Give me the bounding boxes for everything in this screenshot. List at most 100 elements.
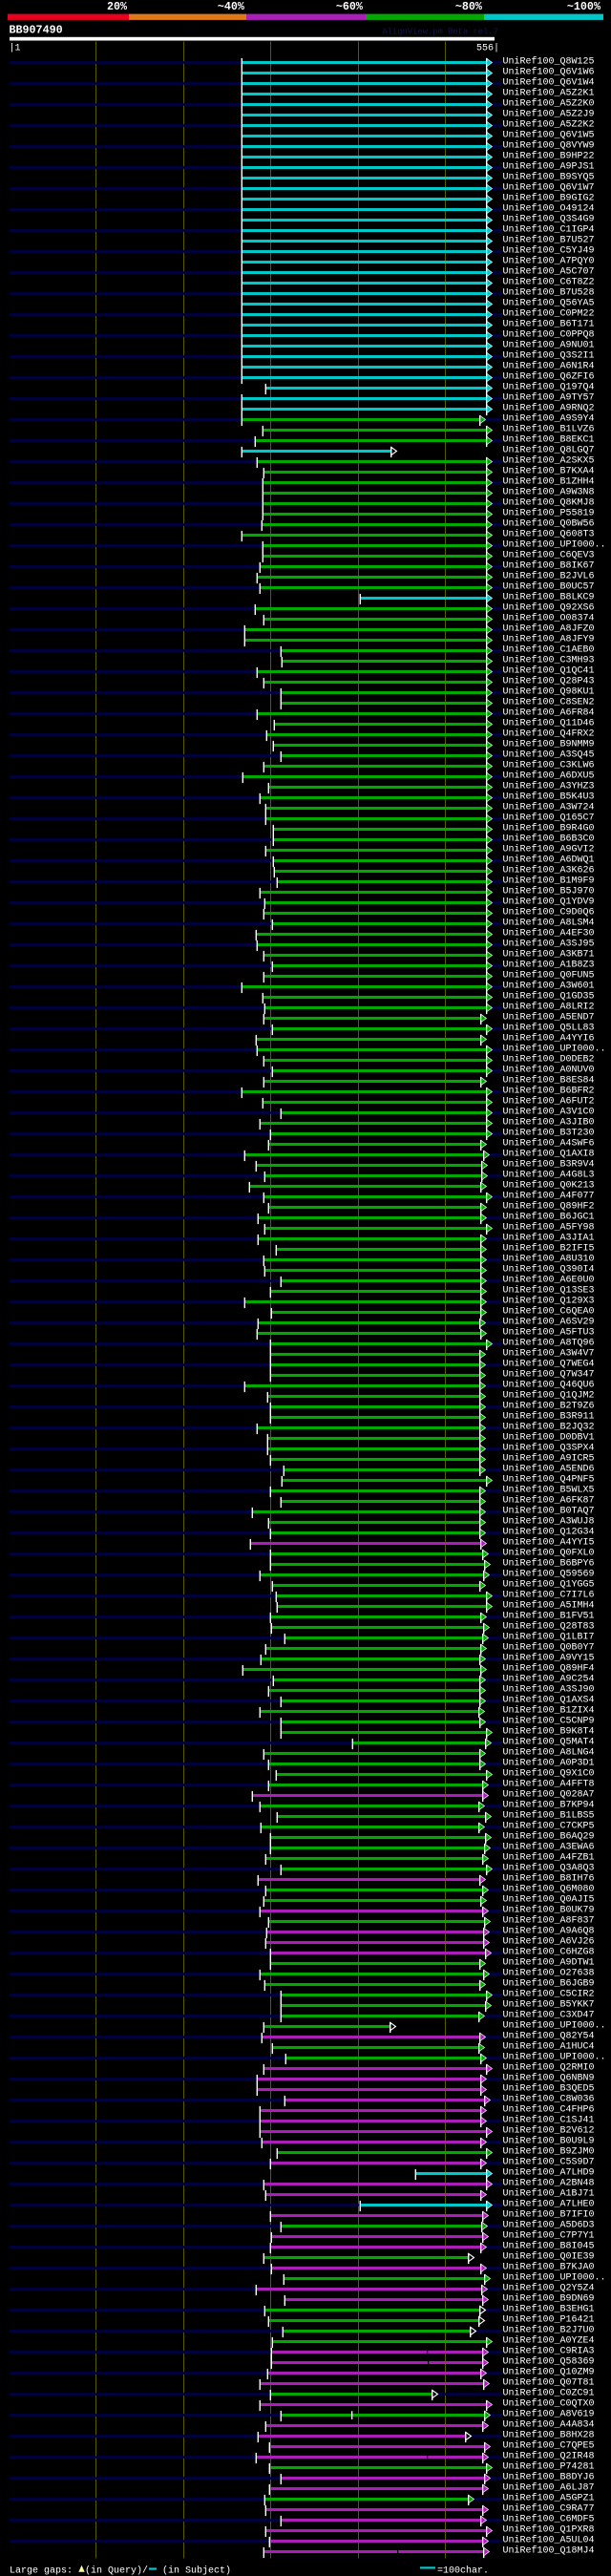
svg-text:UniRef100_A9PJS1: UniRef100_A9PJS1 — [503, 161, 595, 173]
svg-text:UniRef100_Q2IR48: UniRef100_Q2IR48 — [503, 2451, 595, 2462]
svg-text:UniRef100_B8IH76: UniRef100_B8IH76 — [503, 1873, 595, 1885]
svg-text:UniRef100_A5END6: UniRef100_A5END6 — [503, 1464, 595, 1475]
svg-text:UniRef100_B0UC57: UniRef100_B0UC57 — [503, 581, 595, 593]
svg-text:UniRef100_A9ICR5: UniRef100_A9ICR5 — [503, 1453, 595, 1465]
svg-text:UniRef100_Q8VYW9: UniRef100_Q8VYW9 — [503, 140, 595, 152]
svg-text:UniRef100_Q6V1W6: UniRef100_Q6V1W6 — [503, 67, 595, 78]
svg-text:UniRef100_Q8W125: UniRef100_Q8W125 — [503, 56, 595, 68]
svg-text:BB907490: BB907490 — [10, 24, 63, 37]
svg-text:UniRef100_C7I7L6: UniRef100_C7I7L6 — [503, 1590, 595, 1601]
svg-text:UniRef100_Q3S2I1: UniRef100_Q3S2I1 — [503, 350, 595, 362]
svg-text:UniRef100_C1IGP4: UniRef100_C1IGP4 — [503, 224, 595, 236]
svg-text:UniRef100_C7CKP5: UniRef100_C7CKP5 — [503, 1821, 595, 1832]
svg-text:UniRef100_Q6M080: UniRef100_Q6M080 — [503, 1884, 595, 1895]
svg-text:UniRef100_B2J7U0: UniRef100_B2J7U0 — [503, 2325, 595, 2336]
svg-text:UniRef100_Q0IE39: UniRef100_Q0IE39 — [503, 2251, 595, 2263]
svg-text:UniRef100_B3QED5: UniRef100_B3QED5 — [503, 2083, 595, 2095]
svg-text:UniRef100_B7U528: UniRef100_B7U528 — [503, 287, 595, 299]
svg-text:UniRef100_A4SWF6: UniRef100_A4SWF6 — [503, 1138, 595, 1150]
svg-text:UniRef100_B2T9Z6: UniRef100_B2T9Z6 — [503, 1401, 595, 1412]
svg-text:UniRef100_A9C254: UniRef100_A9C254 — [503, 1674, 595, 1685]
svg-text:UniRef100_A6LJ87: UniRef100_A6LJ87 — [503, 2482, 595, 2494]
svg-text:UniRef100_B1LBS5: UniRef100_B1LBS5 — [503, 1810, 595, 1822]
svg-text:UniRef100_A3W601: UniRef100_A3W601 — [503, 981, 595, 992]
svg-text:UniRef100_A7PQY0: UniRef100_A7PQY0 — [503, 256, 595, 267]
svg-text:UniRef100_C4FHP6: UniRef100_C4FHP6 — [503, 2104, 595, 2116]
svg-text:20%: 20% — [107, 0, 128, 13]
svg-text:UniRef100_B6T171: UniRef100_B6T171 — [503, 319, 595, 330]
svg-text:UniRef100_Q7W347: UniRef100_Q7W347 — [503, 1369, 595, 1381]
svg-text:UniRef100_B6BPY6: UniRef100_B6BPY6 — [503, 1558, 595, 1570]
svg-text:UniRef100_A9S9Y4: UniRef100_A9S9Y4 — [503, 413, 595, 425]
svg-text:UniRef100_A9RNQ2: UniRef100_A9RNQ2 — [503, 403, 595, 414]
svg-text:UniRef100_Q92XS6: UniRef100_Q92XS6 — [503, 602, 595, 614]
svg-text:UniRef100_C8W036: UniRef100_C8W036 — [503, 2094, 595, 2105]
svg-text:UniRef100_Q1YDV9: UniRef100_Q1YDV9 — [503, 897, 595, 908]
svg-text:UniRef100_A5GPZ1: UniRef100_A5GPZ1 — [503, 2493, 595, 2504]
svg-text:UniRef100_Q3A8Q3: UniRef100_Q3A8Q3 — [503, 1863, 595, 1874]
svg-text:UniRef100_C5S9D7: UniRef100_C5S9D7 — [503, 2157, 595, 2168]
svg-text:UniRef100_A5Z2K1: UniRef100_A5Z2K1 — [503, 88, 595, 99]
svg-text:UniRef100_B3EHG1: UniRef100_B3EHG1 — [503, 2304, 595, 2315]
svg-text:UniRef100_Q07T81: UniRef100_Q07T81 — [503, 2377, 595, 2389]
svg-text:UniRef100_UPI000..: UniRef100_UPI000.. — [503, 1044, 606, 1055]
svg-text:UniRef100_Q18MJ4: UniRef100_Q18MJ4 — [503, 2545, 595, 2557]
svg-text:UniRef100_A9A6Q8: UniRef100_A9A6Q8 — [503, 1926, 595, 1937]
svg-text:UniRef100_B6AQ29: UniRef100_B6AQ29 — [503, 1831, 595, 1843]
svg-text:UniRef100_A6SV29: UniRef100_A6SV29 — [503, 1317, 595, 1328]
svg-text:UniRef100_C7P7Y1: UniRef100_C7P7Y1 — [503, 2230, 595, 2242]
svg-text:UniRef100_Q28T83: UniRef100_Q28T83 — [503, 1621, 595, 1633]
svg-text:UniRef100_Q8LGQ7: UniRef100_Q8LGQ7 — [503, 445, 595, 456]
svg-text:UniRef100_B9NMM9: UniRef100_B9NMM9 — [503, 739, 595, 750]
svg-text:UniRef100_O08374: UniRef100_O08374 — [503, 613, 595, 624]
svg-text:UniRef100_A4YYI5: UniRef100_A4YYI5 — [503, 1537, 595, 1549]
svg-text:~40%: ~40% — [218, 0, 245, 13]
svg-text:UniRef100_C0PM22: UniRef100_C0PM22 — [503, 308, 595, 320]
svg-text:UniRef100_Q28P43: UniRef100_Q28P43 — [503, 676, 595, 687]
svg-text:UniRef100_Q2Y5Z4: UniRef100_Q2Y5Z4 — [503, 2283, 595, 2294]
svg-text:UniRef100_B9DN69: UniRef100_B9DN69 — [503, 2293, 595, 2305]
svg-text:UniRef100_A9VY15: UniRef100_A9VY15 — [503, 1653, 595, 1664]
svg-text:UniRef100_A8U310: UniRef100_A8U310 — [503, 1254, 595, 1265]
svg-text:UniRef100_B2IFI5: UniRef100_B2IFI5 — [503, 1243, 595, 1255]
svg-text:UniRef100_Q6V1W5: UniRef100_Q6V1W5 — [503, 130, 595, 141]
svg-text:UniRef100_UPI000..: UniRef100_UPI000.. — [503, 2272, 606, 2284]
svg-text:AlignView.pm Beta rel.7: AlignView.pm Beta rel.7 — [383, 27, 498, 36]
svg-text:UniRef100_Q9X1C0: UniRef100_Q9X1C0 — [503, 1768, 595, 1780]
svg-text:UniRef100_C0ZC91: UniRef100_C0ZC91 — [503, 2388, 595, 2399]
svg-text:UniRef100_B2JQ32: UniRef100_B2JQ32 — [503, 1422, 595, 1433]
svg-text:UniRef100_Q7WEG4: UniRef100_Q7WEG4 — [503, 1359, 595, 1370]
svg-text:UniRef100_A6FR84: UniRef100_A6FR84 — [503, 707, 595, 719]
svg-text:UniRef100_B1M9F9: UniRef100_B1M9F9 — [503, 876, 595, 887]
svg-text:UniRef100_A7LHD9: UniRef100_A7LHD9 — [503, 2167, 595, 2179]
svg-text:UniRef100_B5K4U3: UniRef100_B5K4U3 — [503, 792, 595, 803]
svg-text:UniRef100_Q0BW56: UniRef100_Q0BW56 — [503, 518, 595, 530]
svg-text:UniRef100_A4EF30: UniRef100_A4EF30 — [503, 928, 595, 940]
svg-text:UniRef100_Q390I4: UniRef100_Q390I4 — [503, 1264, 595, 1276]
svg-text:UniRef100_P55819: UniRef100_P55819 — [503, 508, 595, 519]
svg-text:UniRef100_C6T8Z2: UniRef100_C6T8Z2 — [503, 277, 595, 288]
svg-text:UniRef100_B2V612: UniRef100_B2V612 — [503, 2125, 595, 2137]
svg-text:UniRef100_A5Z2K0: UniRef100_A5Z2K0 — [503, 98, 595, 110]
svg-text:UniRef100_B3T230: UniRef100_B3T230 — [503, 1128, 595, 1139]
svg-text:UniRef100_A3EWA6: UniRef100_A3EWA6 — [503, 1842, 595, 1853]
svg-text:UniRef100_C6HZG8: UniRef100_C6HZG8 — [503, 1947, 595, 1958]
svg-text:UniRef100_B0TAQ7: UniRef100_B0TAQ7 — [503, 1506, 595, 1517]
svg-text:UniRef100_B6BFR2: UniRef100_B6BFR2 — [503, 1086, 595, 1097]
svg-text:UniRef100_A3SJ90: UniRef100_A3SJ90 — [503, 1684, 595, 1696]
svg-text:UniRef100_C5YJ49: UniRef100_C5YJ49 — [503, 245, 595, 257]
svg-text:UniRef100_UPI000..: UniRef100_UPI000.. — [503, 2020, 606, 2032]
svg-text:UniRef100_Q0AJI5: UniRef100_Q0AJI5 — [503, 1894, 595, 1906]
svg-text:556|: 556| — [476, 43, 499, 54]
svg-text:UniRef100_Q13SE3: UniRef100_Q13SE3 — [503, 1285, 595, 1297]
svg-text:UniRef100_A5END7: UniRef100_A5END7 — [503, 1012, 595, 1024]
svg-text:UniRef100_Q1YGG5: UniRef100_Q1YGG5 — [503, 1579, 595, 1591]
svg-text:UniRef100_B7KXA4: UniRef100_B7KXA4 — [503, 466, 595, 477]
svg-text:UniRef100_Q6ZFI6: UniRef100_Q6ZFI6 — [503, 371, 595, 383]
svg-text:UniRef100_B8I045: UniRef100_B8I045 — [503, 2241, 595, 2252]
svg-text:UniRef100_B1ZIX4: UniRef100_B1ZIX4 — [503, 1705, 595, 1717]
svg-text:UniRef100_A5FY98: UniRef100_A5FY98 — [503, 1222, 595, 1234]
svg-text:UniRef100_Q1GD35: UniRef100_Q1GD35 — [503, 991, 595, 1003]
svg-text:UniRef100_A1B8Z3: UniRef100_A1B8Z3 — [503, 960, 595, 971]
svg-text:UniRef100_A7LHE0: UniRef100_A7LHE0 — [503, 2199, 595, 2210]
